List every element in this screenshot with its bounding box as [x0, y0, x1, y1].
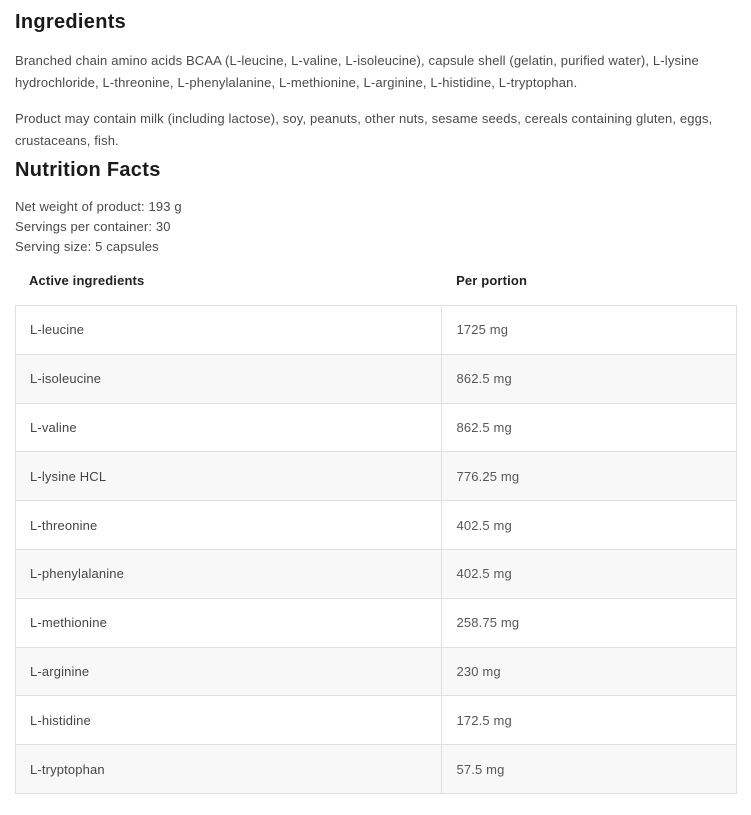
per-portion-value-cell: 57.5 mg	[441, 744, 737, 794]
table-row: L-threonine 402.5 mg	[14, 500, 737, 550]
ingredient-name-cell: L-methionine	[14, 597, 443, 648]
table-row: L-methionine 258.75 mg	[14, 597, 737, 648]
ingredient-name-cell: L-isoleucine	[14, 353, 443, 404]
table-row: L-leucine 1725 mg	[14, 305, 737, 355]
per-portion-value-cell: 1725 mg	[441, 305, 737, 355]
nutrition-table-body: L-leucine 1725 mg L-isoleucine 862.5 mg …	[14, 305, 737, 794]
column-header-per-portion: Per portion	[456, 273, 528, 288]
nutrition-table-header-row: Active ingredients Per portion	[15, 271, 737, 291]
allergen-info-text: Product may contain milk (including lact…	[15, 111, 713, 148]
ingredient-name-cell: L-histidine	[14, 695, 443, 746]
per-portion-value-cell: 172.5 mg	[441, 695, 737, 746]
servings-per-container-line: Servings per container: 30	[15, 219, 171, 234]
table-row: L-phenylalanine 402.5 mg	[14, 548, 737, 599]
serving-size-line: Serving size: 5 capsules	[15, 239, 159, 254]
table-row: L-isoleucine 862.5 mg	[14, 353, 737, 404]
ingredient-name-cell: L-arginine	[14, 646, 443, 697]
per-portion-value-cell: 776.25 mg	[441, 451, 737, 502]
ingredient-name-cell: L-phenylalanine	[14, 548, 443, 599]
ingredient-name-cell: L-lysine HCL	[14, 451, 443, 502]
serving-info-block: Net weight of product: 193 g Servings pe…	[15, 197, 737, 257]
nutrition-facts-title: Nutrition Facts	[15, 159, 161, 181]
per-portion-value-cell: 230 mg	[441, 646, 737, 697]
per-portion-value-cell: 258.75 mg	[441, 597, 737, 648]
table-row: L-valine 862.5 mg	[14, 402, 737, 453]
per-portion-value-cell: 862.5 mg	[441, 353, 737, 404]
ingredients-composition-text: Branched chain amino acids BCAA (L-leuci…	[15, 53, 699, 90]
table-row: L-lysine HCL 776.25 mg	[14, 451, 737, 502]
per-portion-value-cell: 862.5 mg	[441, 402, 737, 453]
per-portion-value-cell: 402.5 mg	[441, 548, 737, 599]
ingredient-name-cell: L-tryptophan	[14, 744, 443, 794]
column-header-active-ingredients: Active ingredients	[29, 273, 145, 288]
table-row: L-arginine 230 mg	[14, 646, 737, 697]
ingredient-name-cell: L-leucine	[14, 305, 443, 355]
nutrition-table: L-leucine 1725 mg L-isoleucine 862.5 mg …	[14, 305, 737, 794]
ingredients-title: Ingredients	[15, 11, 127, 33]
net-weight-line: Net weight of product: 193 g	[15, 199, 182, 214]
ingredient-name-cell: L-threonine	[14, 500, 443, 550]
table-row: L-tryptophan 57.5 mg	[14, 744, 737, 794]
per-portion-value-cell: 402.5 mg	[441, 500, 737, 550]
table-row: L-histidine 172.5 mg	[14, 695, 737, 746]
ingredient-name-cell: L-valine	[14, 402, 443, 453]
